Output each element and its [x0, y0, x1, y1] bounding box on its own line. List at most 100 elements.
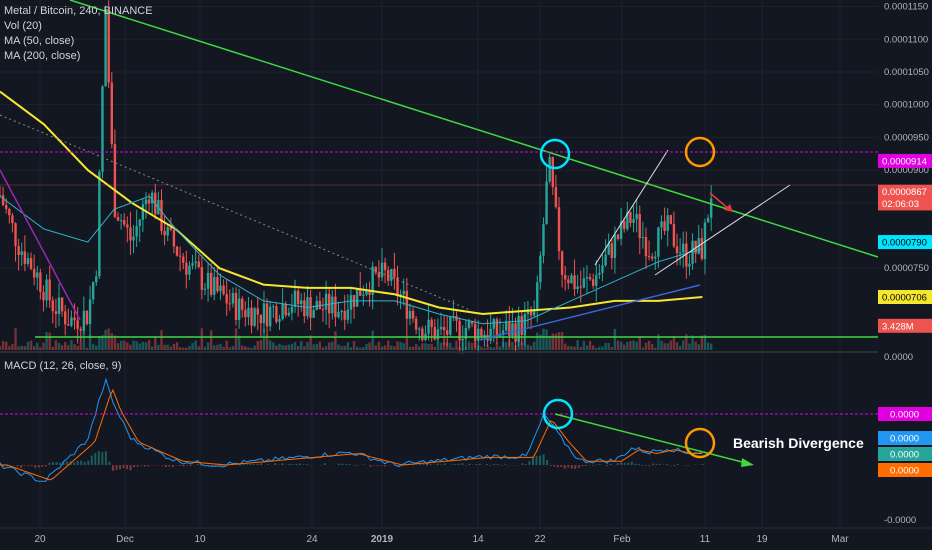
macd-hist-bar [186, 465, 189, 466]
candle-body [98, 171, 101, 277]
volume-bar [362, 347, 365, 350]
legend-ma50[interactable]: MA (50, close) [4, 35, 75, 47]
legend-ma200[interactable]: MA (200, close) [4, 50, 81, 62]
volume-bar [660, 340, 663, 350]
candle-body [657, 227, 660, 257]
macd-hist-bar [55, 462, 58, 465]
macd-hist-bar [76, 460, 79, 465]
volume-bar [225, 340, 228, 350]
red-arrow [709, 192, 731, 211]
volume-bar [374, 345, 377, 350]
legend-vol[interactable]: Vol (20) [4, 20, 42, 32]
macd-legend[interactable]: MACD (12, 26, close, 9) [4, 360, 122, 372]
volume-bar [582, 340, 586, 350]
volume-bar [436, 341, 440, 350]
candle-body [408, 310, 412, 319]
candle-body [660, 221, 663, 228]
candle-body [473, 323, 477, 341]
candle-body [421, 328, 424, 341]
candle-body [570, 275, 573, 284]
cyan-circle-macd[interactable] [542, 398, 574, 430]
candle-body [95, 276, 98, 283]
candle-body [703, 222, 707, 259]
candle-body [446, 330, 449, 335]
volume-bar [380, 346, 384, 350]
volume-bar [576, 340, 579, 350]
channel-upper[interactable] [594, 149, 669, 266]
volume-bar [0, 346, 2, 350]
volume-bar [492, 347, 495, 350]
macd-divergence-line[interactable] [554, 413, 751, 465]
blue-trendline[interactable] [479, 284, 701, 341]
macd-hist-bar [136, 465, 139, 467]
candle-body [368, 290, 371, 295]
macd-hist-bar [461, 463, 464, 465]
macd-badge-bg [878, 447, 932, 461]
macd-hist-bar [454, 464, 457, 465]
macd-hist-bar [34, 465, 37, 468]
volume-bar [616, 340, 620, 350]
macd-tick: -0.0000 [884, 515, 916, 526]
candle-body [604, 254, 607, 266]
purple-trendline[interactable] [0, 169, 81, 321]
macd-hist-bar [426, 465, 429, 466]
macd-hist-bar [606, 465, 609, 466]
candle-body [225, 294, 228, 304]
dotted-trendline[interactable] [0, 114, 471, 311]
volume-bar [241, 345, 244, 350]
volume-bar [349, 347, 353, 350]
candle-body [107, 12, 110, 83]
volume-bar [70, 340, 73, 350]
candle-body [402, 290, 405, 295]
volume-bar [324, 346, 328, 350]
macd-hist-bar [355, 465, 358, 466]
volume-bar [526, 344, 530, 350]
candle-body [551, 157, 554, 188]
volume-bar [359, 347, 362, 350]
volume-bar [632, 340, 635, 350]
candle-body [467, 321, 471, 329]
orange-circle-macd[interactable] [684, 427, 716, 459]
macd-hist-bar [383, 465, 386, 467]
volume-bar [467, 341, 471, 350]
candle-body [262, 303, 266, 324]
macd-hist-bar [659, 463, 662, 465]
candle-body [334, 296, 337, 318]
candle-body [293, 290, 297, 308]
candle-body [132, 236, 135, 241]
candle-body [259, 314, 263, 324]
cyan-circle-price[interactable] [539, 138, 571, 170]
macd-hist-bar [87, 460, 90, 465]
volume-bar [318, 341, 322, 350]
price-candles [0, 0, 713, 354]
macd-hist-bar [214, 465, 217, 467]
long-trendline[interactable] [69, 0, 879, 258]
candle-body [650, 256, 654, 259]
channel-lower[interactable] [654, 184, 791, 276]
candle-body [508, 321, 511, 336]
volume-bar [244, 346, 247, 350]
macd-hist-bar [411, 464, 414, 465]
volume-bar [396, 341, 399, 350]
macd-hist-bar [37, 465, 40, 468]
volume-bar [107, 328, 110, 350]
orange-circle-price[interactable] [684, 136, 716, 168]
time-axis[interactable]: 20 Dec 10 24 2019 14 22 Feb 11 19 Mar [34, 534, 849, 545]
macd-hist-bar [651, 463, 654, 465]
volume-bar [383, 345, 387, 350]
candle-body [343, 311, 346, 320]
price-badge-label: 0.0000706 [882, 293, 927, 304]
candle-body [548, 157, 551, 182]
macd-hist-bar [514, 465, 517, 466]
volume-bar [113, 335, 117, 350]
candle-body [129, 227, 132, 241]
volume-bar [321, 347, 325, 350]
candle-body [442, 326, 446, 331]
legend-symbol[interactable]: Metal / Bitcoin, 240, BINANCE [4, 5, 153, 17]
volume-bar [635, 341, 638, 350]
candle-body [626, 211, 629, 229]
candle-body [579, 286, 582, 288]
candle-body [427, 319, 430, 334]
volume-bar [256, 341, 259, 350]
